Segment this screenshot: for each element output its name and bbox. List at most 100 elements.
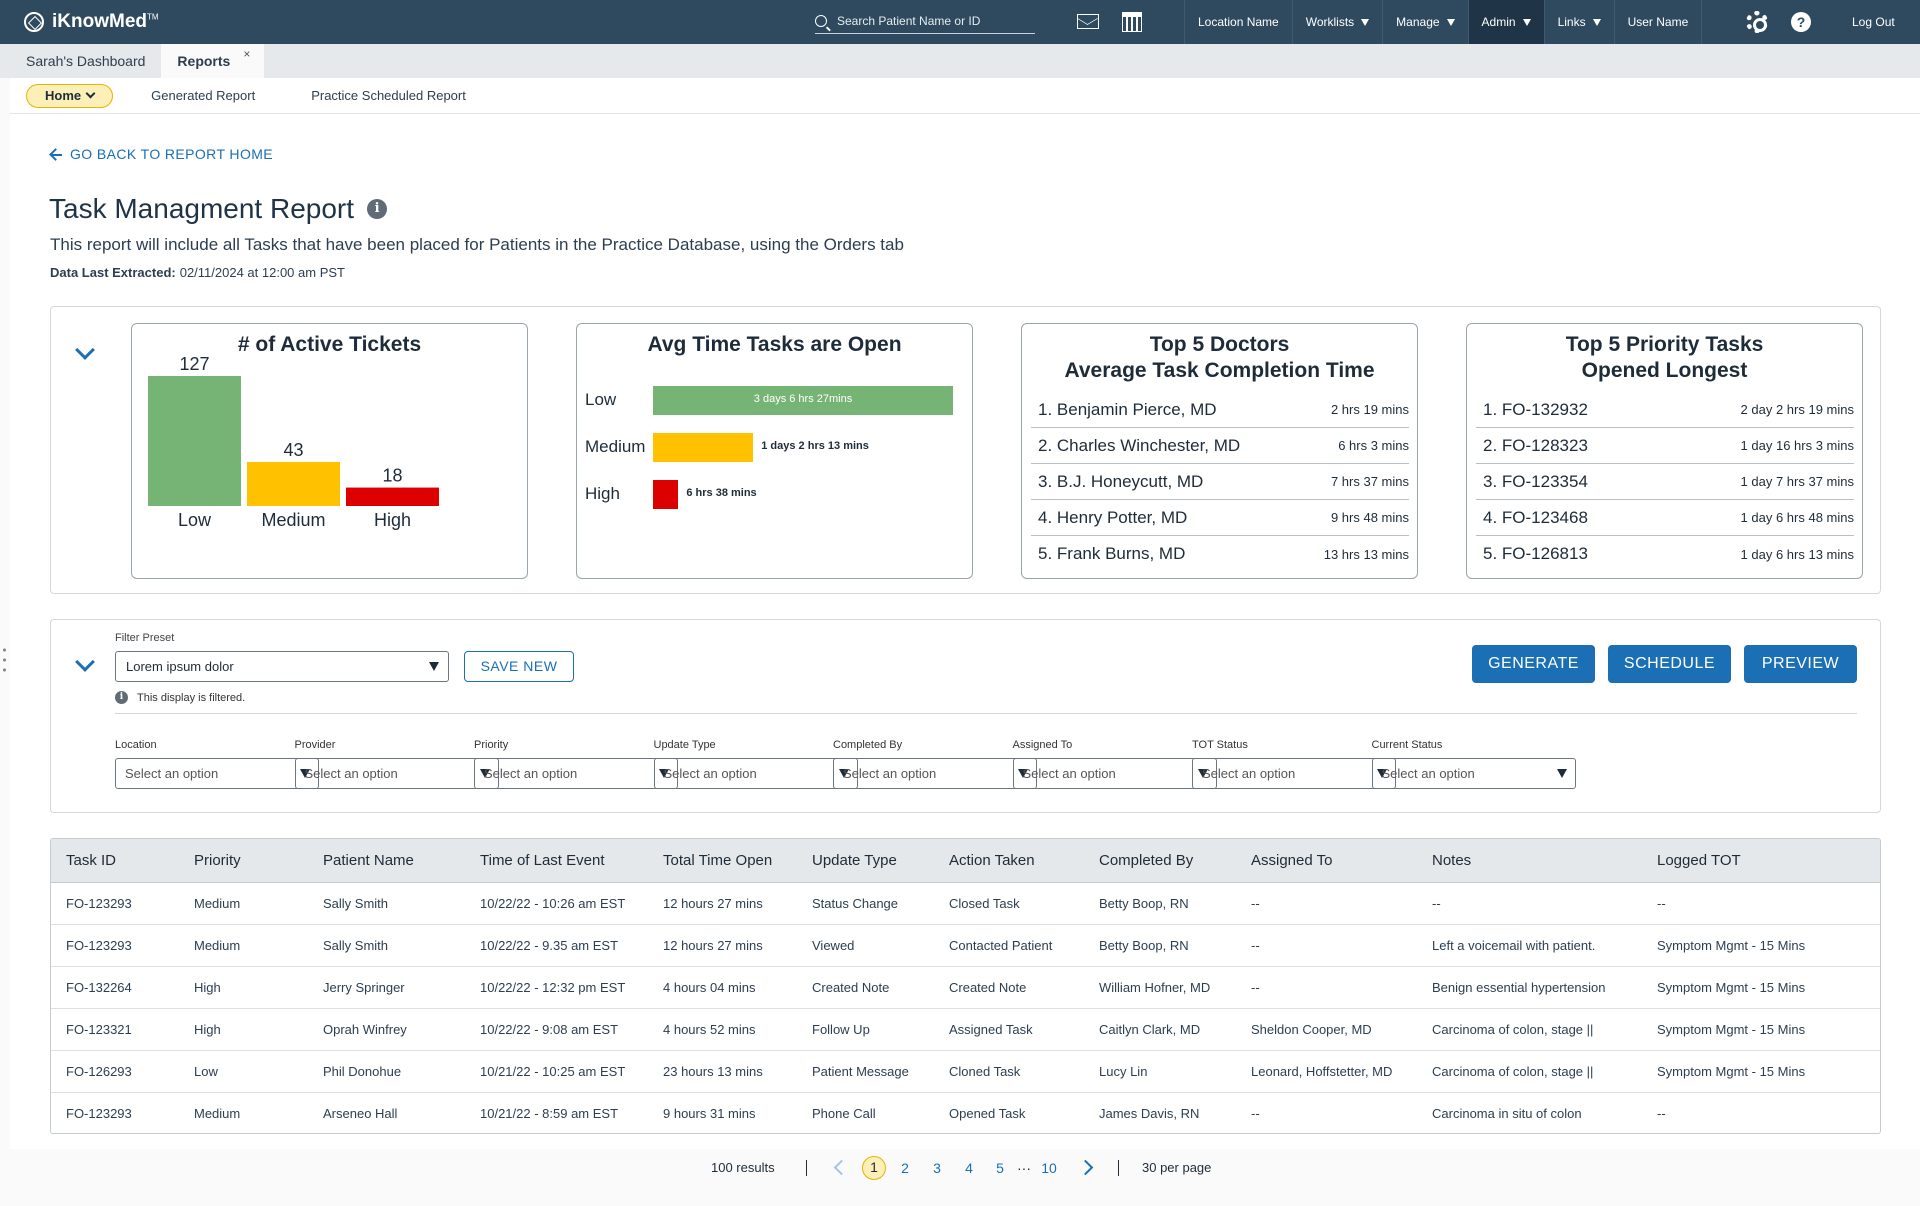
table-row[interactable]: FO-123293 Medium Arseneo Hall 10/21/22 - 8:… (51, 1092, 1880, 1133)
table-cell: Cloned Task (934, 1050, 1084, 1093)
page-10[interactable]: 10 (1041, 1160, 1057, 1176)
filter-select[interactable]: Select an option (1012, 758, 1217, 789)
page-1[interactable]: 1 (862, 1156, 886, 1180)
filter-select[interactable]: Select an option (474, 758, 678, 789)
list-item[interactable]: 4. FO-123468 1 day 6 hrs 48 mins (1476, 500, 1854, 536)
column-header[interactable]: Patient Name (308, 839, 465, 883)
home-dropdown[interactable]: Home (26, 83, 114, 108)
page-3[interactable]: 3 (933, 1160, 941, 1176)
column-header[interactable]: Priority (179, 839, 308, 883)
list-item[interactable]: 1. FO-132932 2 day 2 hrs 19 mins (1476, 392, 1854, 428)
table-body: FO-123293 Medium Sally Smith 10/22/22 - 10:… (51, 882, 1880, 1133)
generate-button[interactable]: GENERATE (1472, 645, 1595, 683)
preview-button[interactable]: PREVIEW (1744, 645, 1857, 683)
card-title: Top 5 Doctors Average Task Completion Tim… (1064, 333, 1375, 382)
table-cell: 12 hours 27 mins (648, 882, 797, 925)
list-item-name: 3. FO-123354 (1483, 471, 1588, 491)
chevron-down-icon[interactable] (75, 340, 95, 360)
chevron-left-icon[interactable] (833, 1159, 850, 1176)
caret-down-icon (1522, 18, 1531, 26)
tab-reports[interactable]: Reports × (161, 44, 265, 78)
filter-select[interactable]: Select an option (1371, 758, 1576, 789)
chevron-down-icon (85, 88, 96, 99)
table-row[interactable]: FO-132264 High Jerry Springer 10/22/22 - 12… (51, 966, 1880, 1009)
filter-select[interactable]: Select an option (1192, 758, 1396, 789)
separator (806, 1160, 807, 1176)
page-2[interactable]: 2 (901, 1160, 909, 1176)
gear-icon[interactable] (1746, 11, 1768, 33)
task-table: Task ID Priority Patient Name Time of Last … (50, 838, 1881, 1134)
filter-select[interactable]: Select an option (653, 758, 858, 789)
list-item[interactable]: 3. FO-123354 1 day 7 hrs 37 mins (1476, 464, 1854, 500)
nav-worklists[interactable]: Worklists (1291, 0, 1382, 44)
logout-link[interactable]: Log Out (1852, 15, 1895, 29)
table-cell: -- (1236, 882, 1417, 925)
list-item[interactable]: 1. Benjamin Pierce, MD 2 hrs 19 mins (1031, 392, 1409, 428)
caret-down-icon (429, 662, 439, 671)
bar-value-label: 127 (179, 354, 209, 374)
search-icon[interactable] (815, 14, 827, 27)
calendar-icon[interactable] (1122, 12, 1142, 32)
list-item-name: 1. Benjamin Pierce, MD (1038, 399, 1217, 419)
column-header[interactable]: Logged TOT (1642, 839, 1842, 883)
column-header[interactable]: Completed By (1084, 839, 1236, 883)
caret-down-icon (659, 769, 669, 778)
app-name: iKnowMedTM (52, 11, 159, 32)
practice-scheduled-report-link[interactable]: Practice Scheduled Report (311, 88, 466, 103)
list-item-value: 6 hrs 3 mins (1338, 438, 1409, 453)
nav-admin[interactable]: Admin (1467, 0, 1544, 44)
column-header[interactable]: Notes (1417, 839, 1642, 883)
column-header[interactable]: Status (1842, 839, 1880, 883)
column-header[interactable]: Action Taken (934, 839, 1084, 883)
list-item[interactable]: 2. FO-128323 1 day 16 hrs 3 mins (1476, 428, 1854, 464)
table-cell: Symptom Mgmt - 15 Mins (1642, 1008, 1842, 1051)
filter-select[interactable]: Select an option (833, 758, 1037, 789)
arrow-left-icon (50, 148, 62, 160)
list-item[interactable]: 3. B.J. Honeycutt, MD 7 hrs 37 mins (1031, 464, 1409, 500)
filter-select[interactable]: Select an option (115, 758, 319, 789)
search-input[interactable] (837, 13, 1017, 28)
page-4[interactable]: 4 (965, 1160, 973, 1176)
page-5[interactable]: 5 (996, 1160, 1004, 1176)
column-header[interactable]: Task ID (51, 839, 179, 883)
logo[interactable]: iKnowMedTM (24, 11, 344, 33)
save-new-button[interactable]: SAVE NEW (464, 651, 574, 682)
schedule-button[interactable]: SCHEDULE (1608, 645, 1731, 683)
filter-preset-select[interactable]: Lorem ipsum dolor (115, 651, 449, 682)
info-icon[interactable]: i (367, 199, 388, 219)
list-item[interactable]: 4. Henry Potter, MD 9 hrs 48 mins (1031, 500, 1409, 536)
drag-handle[interactable] (3, 645, 6, 675)
mail-icon[interactable] (1077, 14, 1099, 29)
table-cell: Open (1842, 1092, 1880, 1133)
back-to-report-home-link[interactable]: GO BACK TO REPORT HOME (50, 146, 273, 162)
column-header[interactable]: Time of Last Event (465, 839, 648, 883)
nav-location[interactable]: Location Name (1184, 0, 1292, 44)
column-header[interactable]: Total Time Open (648, 839, 797, 883)
filter-placeholder: Select an option (1022, 766, 1116, 781)
table-row[interactable]: FO-126293 Low Phil Donohue 10/21/22 - 10:25… (51, 1050, 1880, 1093)
filter-select[interactable]: Select an option (294, 758, 499, 789)
column-header[interactable]: Assigned To (1236, 839, 1417, 883)
table-cell: 4 hours 52 mins (648, 1008, 797, 1051)
nav-user-name[interactable]: User Name (1613, 0, 1703, 44)
help-icon[interactable]: ? (1791, 12, 1811, 32)
nav-links[interactable]: Links (1543, 0, 1614, 44)
caret-down-icon (1556, 769, 1567, 778)
pagination: 100 results 1 2 3 4 5 ··· 10 30 per page (0, 1156, 1920, 1180)
chevron-down-icon[interactable] (75, 652, 95, 672)
list-item[interactable]: 5. Frank Burns, MD 13 hrs 13 mins (1031, 536, 1409, 572)
table-row[interactable]: FO-123321 High Oprah Winfrey 10/22/22 - 9:0… (51, 1008, 1880, 1051)
table-cell: Symptom Mgmt - 15 Mins (1642, 966, 1842, 1009)
close-icon[interactable]: × (243, 47, 251, 61)
per-page-select[interactable]: 30 per page (1142, 1160, 1212, 1175)
column-header[interactable]: Update Type (797, 839, 934, 883)
list-item[interactable]: 2. Charles Winchester, MD 6 hrs 3 mins (1031, 428, 1409, 464)
list-item[interactable]: 5. FO-126813 1 day 6 hrs 13 mins (1476, 536, 1854, 572)
divider (115, 713, 1857, 714)
nav-manage[interactable]: Manage (1382, 0, 1467, 44)
generated-report-link[interactable]: Generated Report (151, 88, 256, 103)
tab-dashboard[interactable]: Sarah's Dashboard (26, 53, 146, 69)
table-row[interactable]: FO-123293 Medium Sally Smith 10/22/22 - 9.3… (51, 924, 1880, 967)
chevron-right-icon[interactable] (1077, 1159, 1094, 1176)
table-row[interactable]: FO-123293 Medium Sally Smith 10/22/22 - 10:… (51, 882, 1880, 925)
